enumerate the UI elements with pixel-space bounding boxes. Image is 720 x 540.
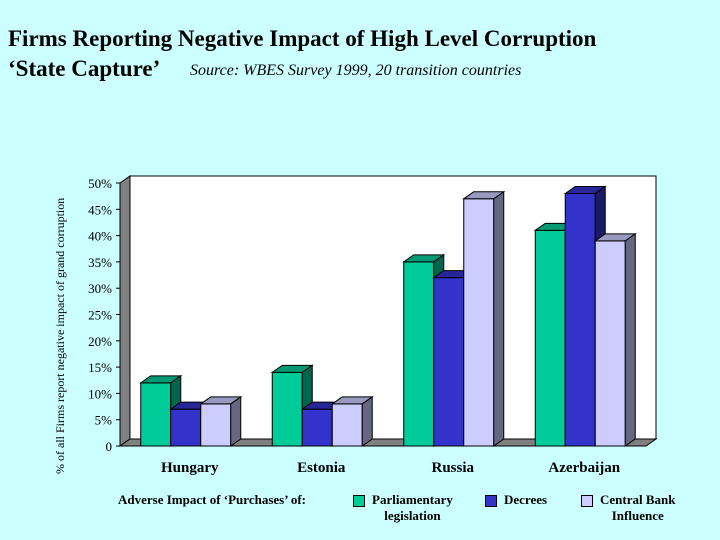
category-label: Hungary <box>161 460 219 476</box>
y-tick-label: 45% <box>88 202 112 217</box>
bar <box>330 395 374 447</box>
title-line-1: Firms Reporting Negative Impact of High … <box>8 26 597 51</box>
y-tick-label: 40% <box>88 229 112 244</box>
bar-front <box>301 408 333 447</box>
bar-front <box>564 193 596 447</box>
title-line-2: ‘State Capture’ <box>8 56 161 81</box>
bar-front <box>594 240 626 447</box>
bar <box>199 395 243 447</box>
bar-front <box>463 198 495 447</box>
bar-front <box>433 277 465 447</box>
bar <box>462 190 506 447</box>
legend-swatch <box>581 495 593 507</box>
bar-front <box>271 371 303 447</box>
bar-side <box>493 190 505 447</box>
legend-label: Central Bank Influence <box>600 492 676 523</box>
y-tick-labels: 0 5% 10% 15% 20% 25% 30% 35% 40% 45% 50% <box>88 176 120 454</box>
y-tick-label: 50% <box>88 176 112 191</box>
legend-swatch <box>485 495 497 507</box>
y-tick-label: 25% <box>88 308 112 323</box>
bar-front <box>140 382 172 447</box>
category-label: Russia <box>431 460 474 476</box>
bar <box>593 232 637 447</box>
legend-swatch <box>353 495 365 507</box>
y-tick-label: 35% <box>88 255 112 270</box>
y-tick-label: 30% <box>88 281 112 296</box>
category-label: Azerbaijan <box>548 460 620 476</box>
bar-front <box>534 229 566 447</box>
bar-side <box>361 395 373 447</box>
bars <box>139 185 637 447</box>
bar-side <box>624 232 636 447</box>
source-note: Source: WBES Survey 1999, 20 transition … <box>190 62 522 79</box>
legend-title: Adverse Impact of ‘Purchases’ of: <box>118 492 306 507</box>
y-tick-label: 15% <box>88 360 112 375</box>
legend-item: Parliamentary legislation <box>353 492 453 524</box>
side-wall <box>119 175 131 447</box>
y-tick-label: 20% <box>88 334 112 349</box>
bar-front <box>200 403 232 447</box>
legend-label: Decrees <box>504 492 548 507</box>
category-labels: Hungary Estonia Russia Azerbaijan <box>161 460 621 476</box>
chart-title: Firms Reporting Negative Impact of High … <box>8 24 596 84</box>
category-label: Estonia <box>297 460 346 476</box>
legend-item: Central Bank Influence <box>581 492 675 524</box>
y-tick-label: 10% <box>88 386 112 401</box>
bar-front <box>170 408 202 447</box>
y-tick-label: 0 <box>106 439 113 454</box>
legend-item: Decrees <box>485 492 547 508</box>
chart-walls <box>118 175 658 447</box>
bar-front <box>331 403 363 447</box>
legend-label: Parliamentary legislation <box>372 492 453 523</box>
bar-side <box>230 395 242 447</box>
bar-front <box>403 261 435 447</box>
y-tick-label: 5% <box>95 413 113 428</box>
